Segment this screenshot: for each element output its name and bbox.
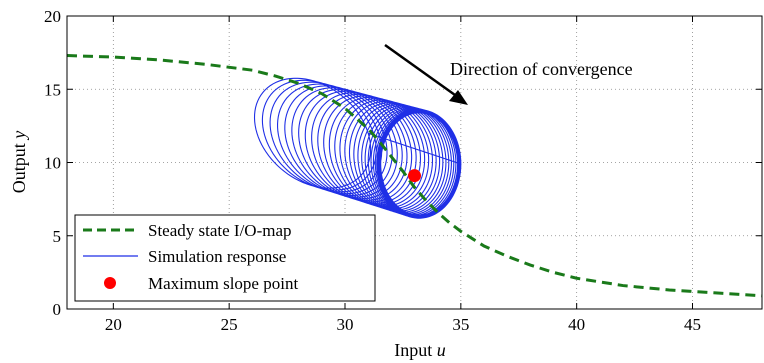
y-axis-label-text: Output [9, 143, 29, 193]
max-slope-layer [408, 169, 421, 183]
legend-simulation-label: Simulation response [148, 247, 286, 266]
axis-ticks: 20 25 30 35 40 45 0 5 10 15 20 [44, 7, 762, 334]
x-tick-label: 45 [684, 315, 701, 334]
x-axis-label-text: Input [394, 340, 432, 360]
x-tick-label: 40 [568, 315, 585, 334]
y-axis-label: Output y [9, 131, 29, 194]
plot-area [67, 54, 762, 298]
x-tick-label: 35 [452, 315, 469, 334]
y-axis-symbol: y [9, 131, 29, 141]
convergence-arrow-shaft [384, 43, 463, 102]
y-tick-label: 15 [44, 80, 61, 99]
legend-max-slope-marker [104, 277, 116, 289]
steady-state-line [67, 54, 762, 298]
y-tick-label: 5 [53, 227, 62, 246]
x-axis-symbol: u [437, 340, 446, 360]
steady-state-layer [67, 54, 762, 298]
x-tick-label: 25 [221, 315, 238, 334]
simulation-layer [253, 77, 462, 219]
x-tick-label: 20 [105, 315, 122, 334]
x-tick-label: 30 [337, 315, 354, 334]
y-tick-label: 10 [44, 154, 61, 173]
legend-max-slope-label: Maximum slope point [148, 274, 298, 293]
max-slope-point [408, 169, 421, 183]
legend-steady-state-label: Steady state I/O-map [148, 221, 292, 240]
y-tick-label: 20 [44, 7, 61, 26]
legend: Steady state I/O-map Simulation response… [74, 214, 376, 302]
convergence-arrow-head [449, 90, 468, 105]
y-tick-label: 0 [53, 300, 62, 319]
simulation-response-line [253, 77, 462, 219]
x-axis-label: Input u [394, 340, 446, 360]
convergence-annotation: Direction of convergence [450, 59, 633, 79]
